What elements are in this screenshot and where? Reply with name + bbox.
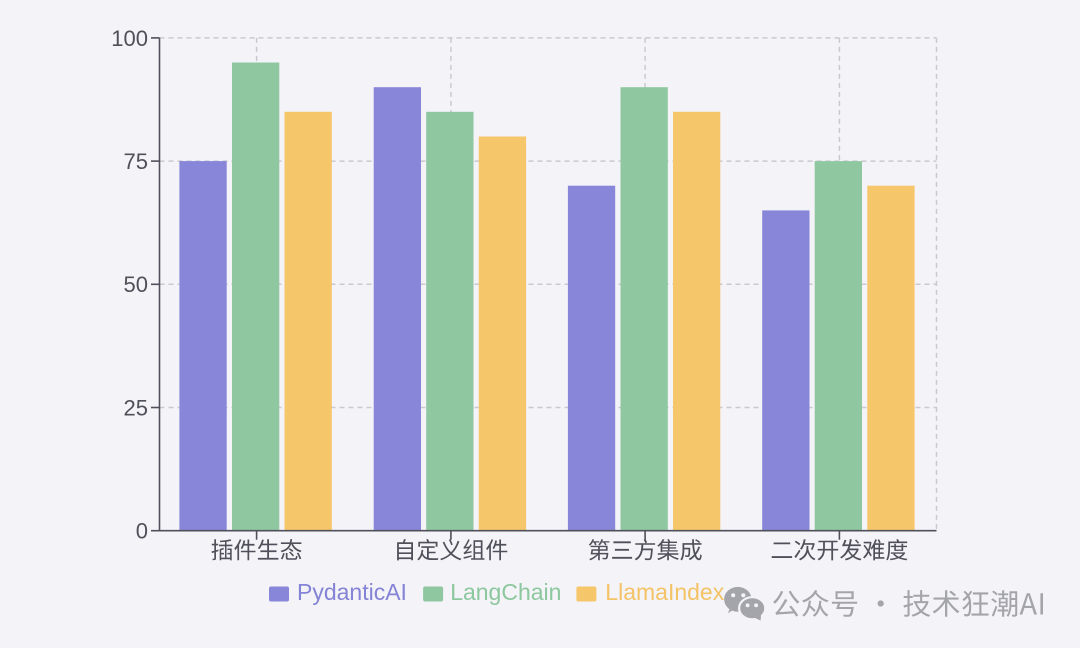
svg-text:PydanticAI: PydanticAI — [297, 579, 407, 605]
svg-text:LlamaIndex: LlamaIndex — [605, 579, 724, 605]
svg-text:50: 50 — [124, 272, 148, 297]
svg-text:25: 25 — [124, 395, 148, 420]
svg-text:100: 100 — [111, 26, 148, 51]
svg-text:75: 75 — [124, 149, 148, 174]
svg-text:LangChain: LangChain — [450, 579, 561, 605]
svg-text:0: 0 — [136, 519, 148, 544]
